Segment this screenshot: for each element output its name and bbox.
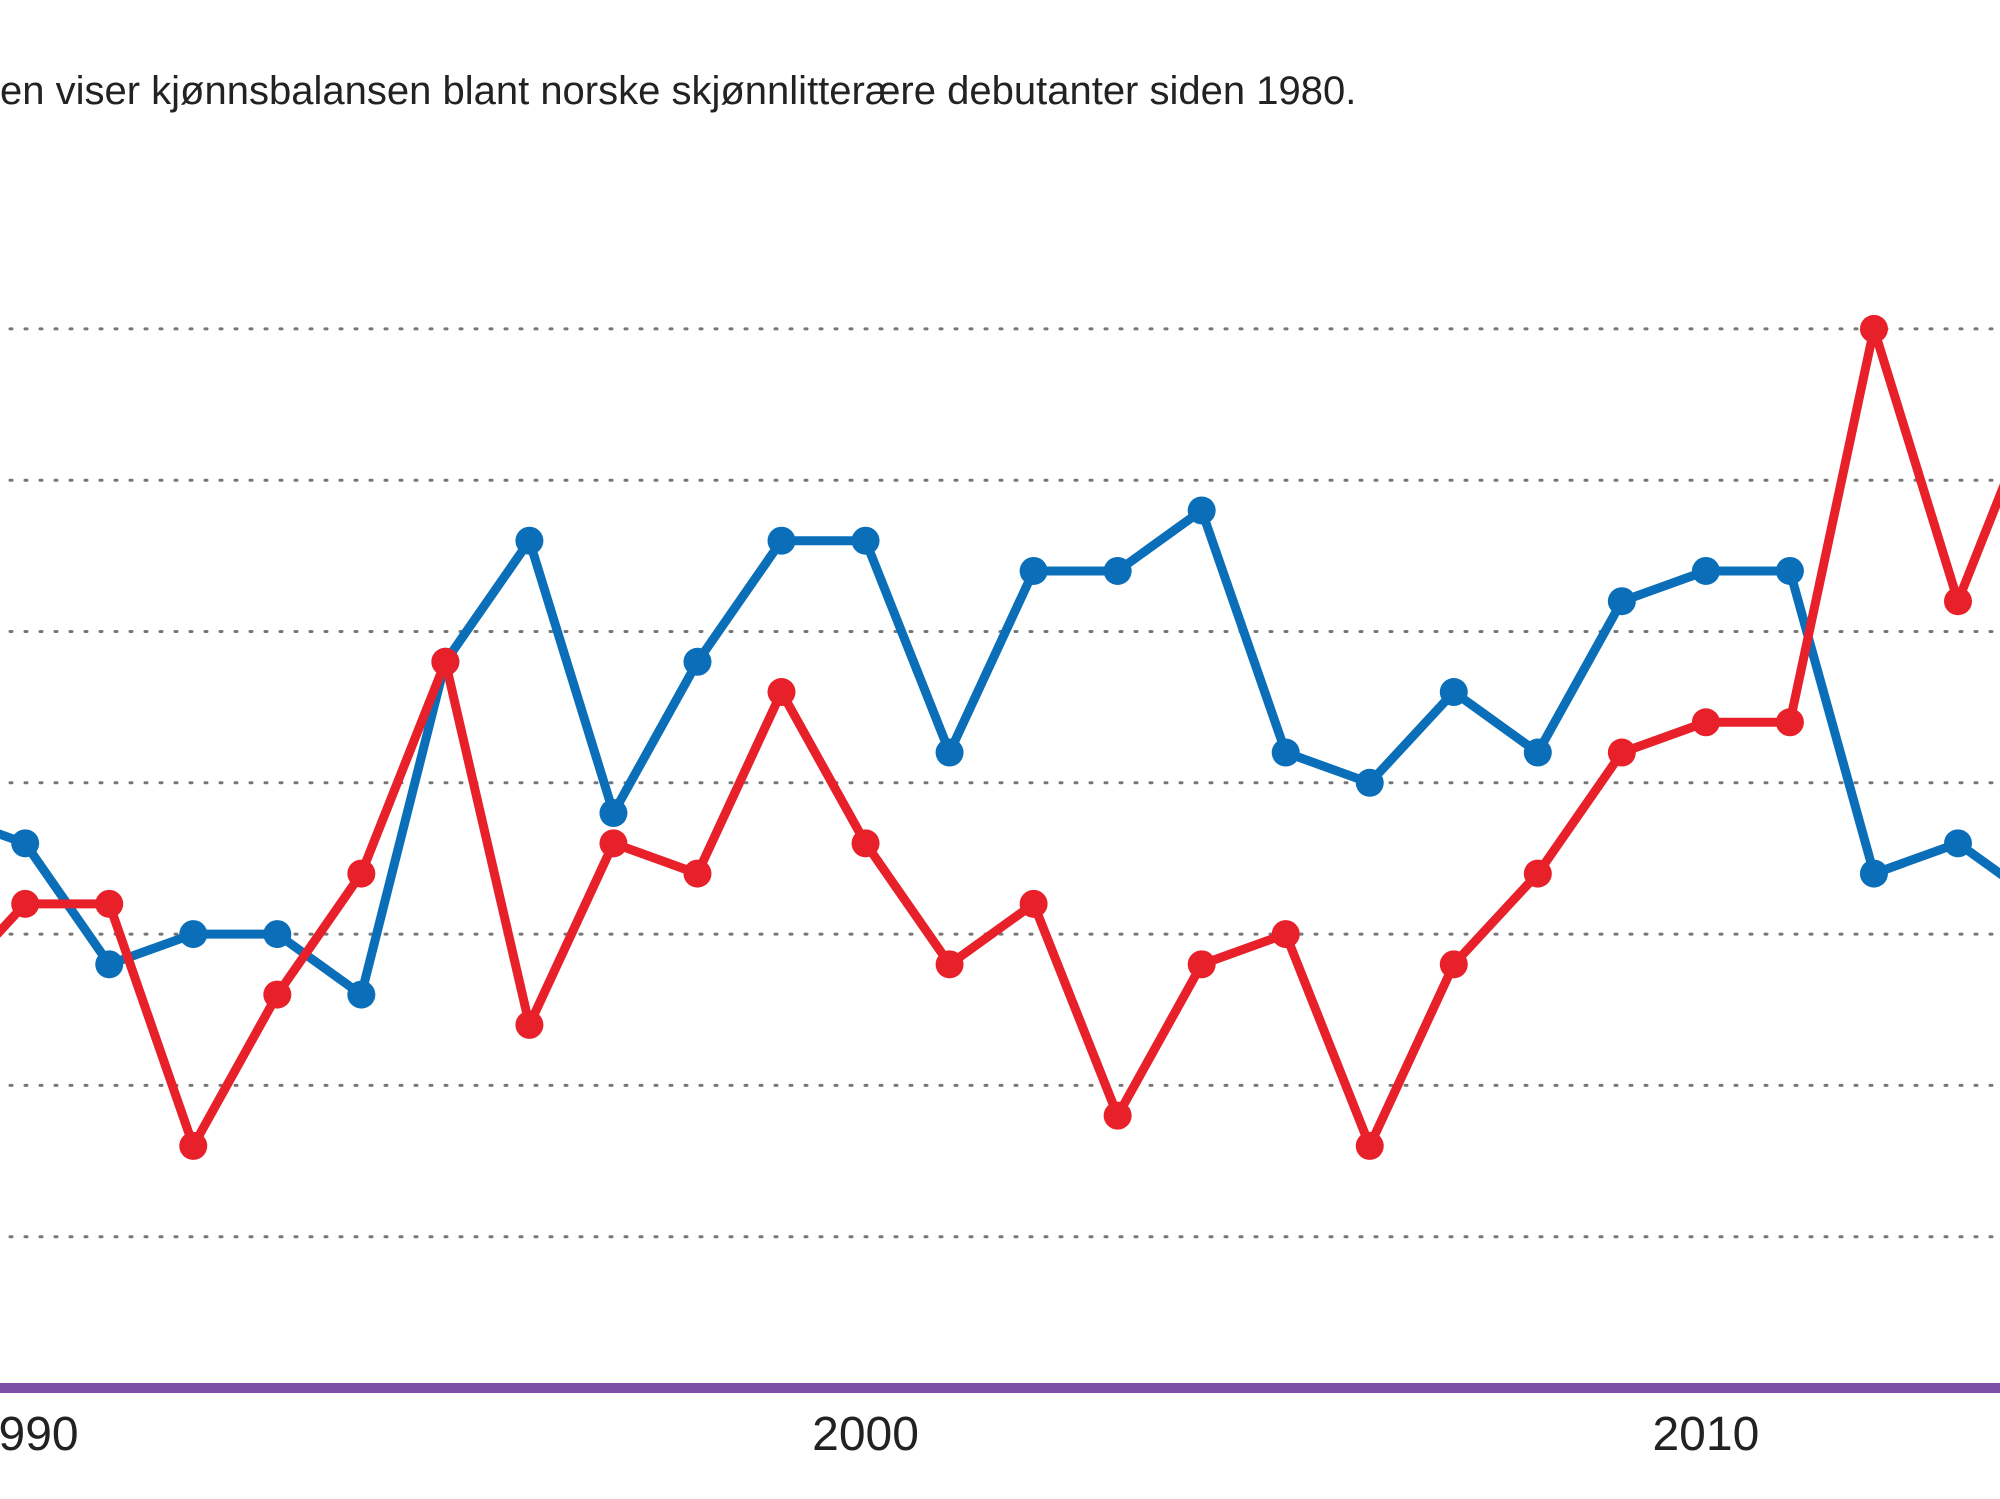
- data-point: [1019, 556, 1048, 585]
- data-point: [1607, 587, 1636, 616]
- data-point: [683, 859, 712, 888]
- data-point: [1355, 768, 1384, 797]
- data-point: [1019, 889, 1048, 918]
- series-line: [0, 324, 2000, 1151]
- x-tick-label: 1990: [0, 1408, 79, 1461]
- data-point: [95, 889, 124, 918]
- data-point: [683, 647, 712, 676]
- data-point: [935, 738, 964, 767]
- data-point: [515, 526, 544, 555]
- data-point: [1691, 708, 1720, 737]
- x-tick-label: 2000: [812, 1408, 919, 1461]
- data-point: [1859, 314, 1888, 343]
- data-point: [851, 829, 880, 858]
- data-point: [11, 889, 40, 918]
- data-point: [1943, 829, 1972, 858]
- data-point: [1439, 678, 1468, 707]
- data-point: [1103, 1101, 1132, 1130]
- data-point: [1523, 738, 1552, 767]
- data-point: [1691, 556, 1720, 585]
- data-point: [11, 829, 40, 858]
- data-point: [263, 980, 292, 1009]
- series-line: [0, 505, 2000, 1000]
- data-point: [347, 980, 376, 1009]
- data-point: [263, 920, 292, 949]
- data-point: [1187, 496, 1216, 525]
- data-point: [1775, 708, 1804, 737]
- data-point: [1103, 556, 1132, 585]
- data-point: [1523, 859, 1552, 888]
- data-point: [767, 678, 796, 707]
- data-point: [935, 950, 964, 979]
- data-point: [347, 859, 376, 888]
- data-point: [1859, 859, 1888, 888]
- data-point: [1607, 738, 1636, 767]
- data-point: [1355, 1131, 1384, 1160]
- data-point: [599, 799, 628, 828]
- subtitle: en viser kjønnsbalansen blant norske skj…: [0, 69, 1356, 113]
- data-point: [767, 526, 796, 555]
- data-point: [431, 647, 460, 676]
- x-tick-label: 2010: [1652, 1408, 1759, 1461]
- data-point: [1775, 556, 1804, 585]
- data-point: [515, 1010, 544, 1039]
- data-point: [179, 920, 208, 949]
- data-point: [851, 526, 880, 555]
- data-point: [179, 1131, 208, 1160]
- data-point: [1439, 950, 1468, 979]
- data-point: [1943, 587, 1972, 616]
- data-point: [1271, 920, 1300, 949]
- data-point: [599, 829, 628, 858]
- data-point: [95, 950, 124, 979]
- data-point: [1187, 950, 1216, 979]
- data-point: [1271, 738, 1300, 767]
